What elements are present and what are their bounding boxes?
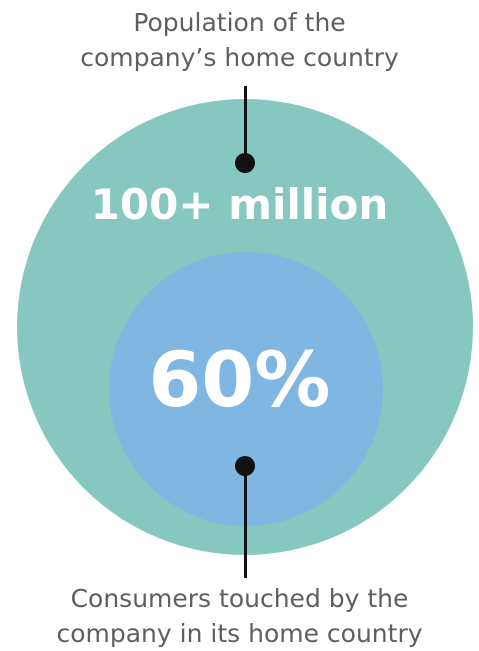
population-connector-dot xyxy=(235,153,255,173)
consumers-connector-line xyxy=(244,466,247,578)
population-value: 100+ million xyxy=(90,180,389,229)
population-connector-line xyxy=(244,86,247,162)
consumers-caption-line-2: company in its home country xyxy=(56,619,423,648)
consumers-caption-line-1: Consumers touched by the xyxy=(70,584,409,613)
consumers-connector-dot xyxy=(235,456,255,476)
consumers-percentage: 60% xyxy=(148,335,331,424)
consumers-caption: Consumers touched by the company in its … xyxy=(0,581,479,651)
population-caption-line-2: company’s home country xyxy=(80,43,399,72)
population-caption: Population of the company’s home country xyxy=(0,5,479,75)
population-caption-line-1: Population of the xyxy=(133,8,346,37)
